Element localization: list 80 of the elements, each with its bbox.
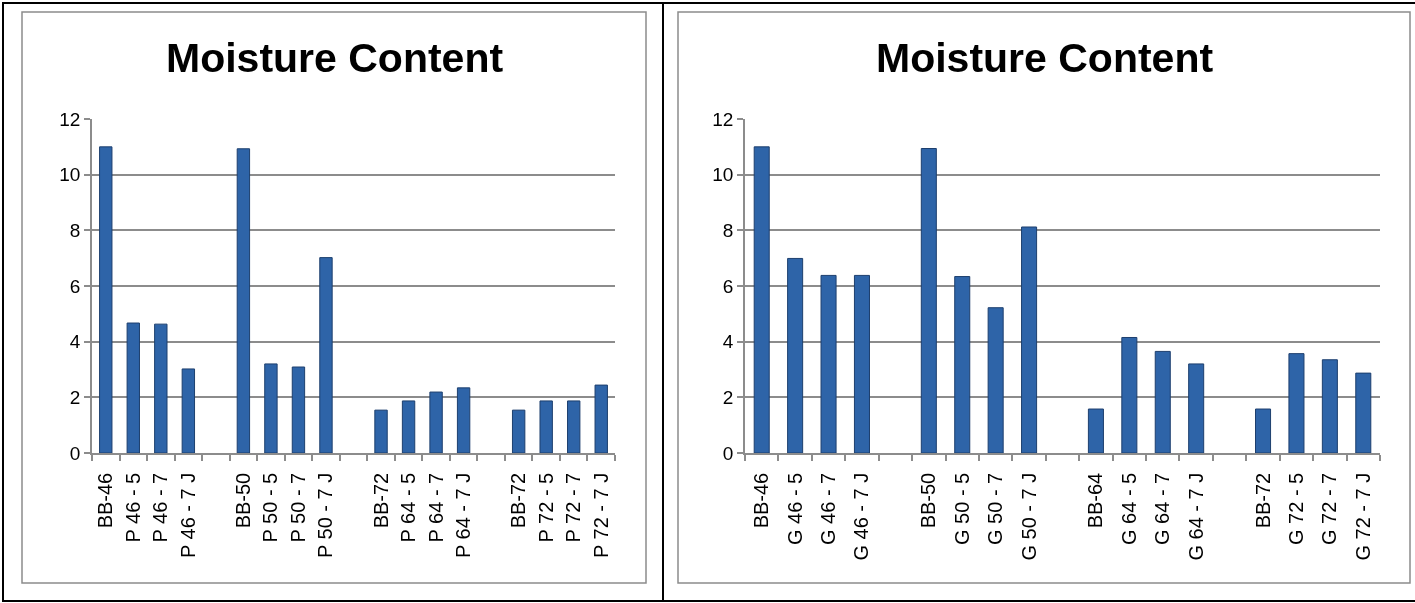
x-tick-label: G 64 - 7 J xyxy=(1184,472,1207,561)
bar xyxy=(567,400,581,453)
bar xyxy=(853,274,870,453)
x-tick-label: G 50 - 5 xyxy=(950,472,973,546)
x-tick-label: P 64 - 5 xyxy=(397,472,420,543)
x-tick-label: BB-46 xyxy=(750,472,773,529)
x-tick-label: P 72 - 7 J xyxy=(589,472,612,558)
bar xyxy=(181,368,196,453)
y-tick-label: 8 xyxy=(69,219,81,241)
bar xyxy=(126,322,140,453)
bar xyxy=(401,400,416,453)
bar xyxy=(1355,372,1372,453)
bar xyxy=(753,146,770,453)
bar xyxy=(154,323,168,453)
y-tick-label: 2 xyxy=(722,386,734,408)
x-tick-label: G 72 - 5 xyxy=(1284,472,1307,546)
y-tick-label: 10 xyxy=(59,164,81,186)
x-tick-label: G 46 - 7 J xyxy=(850,472,873,561)
bar xyxy=(99,146,113,453)
x-tick-label: BB-72 xyxy=(1251,472,1274,529)
bar xyxy=(1121,336,1138,453)
bar xyxy=(1154,350,1171,453)
bar xyxy=(820,274,837,453)
chart-title: Moisture Content xyxy=(166,35,504,81)
bar xyxy=(264,363,278,453)
x-tick-label: G 50 - 7 xyxy=(984,472,1007,546)
x-tick-label: BB-46 xyxy=(94,472,117,529)
x-tick-label: P 64 - 7 J xyxy=(452,472,475,558)
x-tick-label: G 72 - 7 xyxy=(1318,472,1341,546)
x-tick-label: BB-50 xyxy=(917,472,940,529)
y-tick-label: 6 xyxy=(69,275,81,297)
x-tick-label: G 64 - 7 xyxy=(1151,472,1174,546)
bar xyxy=(1188,363,1205,453)
bar xyxy=(236,148,251,453)
x-tick-label: G 50 - 7 J xyxy=(1017,472,1040,561)
bar xyxy=(319,257,333,453)
x-tick-label: BB-72 xyxy=(507,472,530,529)
bar xyxy=(594,384,608,453)
bar xyxy=(374,409,388,453)
bar xyxy=(511,409,526,453)
y-tick-label: 6 xyxy=(722,275,734,297)
bar xyxy=(1087,408,1104,453)
x-tick-label: BB-50 xyxy=(231,472,254,529)
x-tick-label: G 72 - 7 J xyxy=(1351,472,1374,561)
bar xyxy=(291,366,306,453)
bar xyxy=(539,400,553,453)
x-tick-label: P 50 - 5 xyxy=(259,472,282,543)
x-tick-label: BB-72 xyxy=(369,472,392,529)
x-tick-label: P 46 - 5 xyxy=(121,472,144,543)
y-tick-label: 0 xyxy=(722,442,734,464)
x-tick-label: G 46 - 5 xyxy=(783,472,806,546)
bar xyxy=(1288,353,1305,453)
x-tick-label: P 46 - 7 xyxy=(149,472,172,543)
y-tick-label: 4 xyxy=(69,331,81,353)
bar xyxy=(1255,408,1272,453)
bar xyxy=(1321,359,1338,453)
y-tick-label: 4 xyxy=(722,331,734,353)
x-tick-label: P 46 - 7 J xyxy=(176,472,199,558)
y-tick-label: 2 xyxy=(69,386,81,408)
y-tick-label: 0 xyxy=(69,442,81,464)
bar xyxy=(987,307,1004,453)
x-tick-label: P 72 - 5 xyxy=(534,472,557,543)
bar xyxy=(954,276,971,453)
bar xyxy=(429,391,443,453)
x-tick-label: BB-64 xyxy=(1084,472,1107,529)
x-tick-label: P 50 - 7 J xyxy=(314,472,337,558)
chart-title: Moisture Content xyxy=(876,35,1214,81)
y-tick-label: 8 xyxy=(722,219,734,241)
bar xyxy=(1021,226,1038,453)
x-tick-label: G 64 - 5 xyxy=(1117,472,1140,546)
x-tick-label: P 64 - 7 xyxy=(424,472,447,543)
x-tick-label: P 50 - 7 xyxy=(286,472,309,543)
bar xyxy=(456,387,471,453)
x-tick-label: G 46 - 7 xyxy=(817,472,840,546)
bar xyxy=(787,257,804,453)
y-tick-label: 12 xyxy=(712,108,734,130)
y-tick-label: 10 xyxy=(712,164,734,186)
y-tick-label: 12 xyxy=(59,108,81,130)
x-tick-label: P 72 - 7 xyxy=(562,472,585,543)
bar xyxy=(920,148,937,453)
